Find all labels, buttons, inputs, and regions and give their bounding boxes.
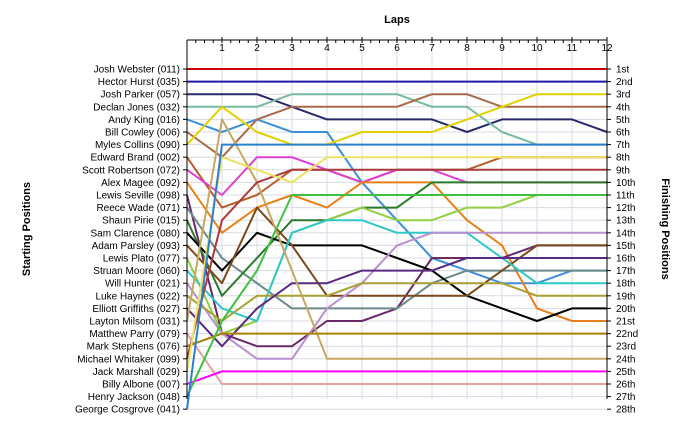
finishing-label: 17th <box>616 266 635 277</box>
series-line-26 <box>186 370 607 385</box>
starting-label: Reece Wade (071) <box>96 203 180 214</box>
starting-label: Myles Collins (090) <box>95 140 180 151</box>
x-tick-label: 11 <box>567 43 578 54</box>
series-line-18 <box>186 231 607 360</box>
starting-label: Declan Jones (032) <box>93 102 180 113</box>
starting-label: Layton Milsom (031) <box>89 317 180 328</box>
starting-label: Adam Parsley (093) <box>92 241 180 252</box>
starting-label: Michael Whitaker (099) <box>77 354 180 365</box>
finishing-label: 6th <box>616 128 630 139</box>
series-line-23 <box>186 332 607 348</box>
series-line-28 <box>186 143 607 410</box>
finishing-label: 9th <box>616 165 630 176</box>
starting-label: Scott Robertson (072) <box>82 165 180 176</box>
finishing-label: 27th <box>616 392 635 403</box>
series-line-22 <box>186 333 607 385</box>
series-line-20 <box>186 257 607 348</box>
x-tick-label: 5 <box>359 43 365 54</box>
finishing-label: 18th <box>616 279 635 290</box>
series-line-17 <box>186 219 607 322</box>
finishing-label: 22nd <box>616 329 638 340</box>
finishing-label: 26th <box>616 380 635 391</box>
finishing-label: 12th <box>616 203 635 214</box>
starting-label: Alex Magee (092) <box>101 178 180 189</box>
finishing-label: 1st <box>616 65 630 76</box>
starting-label: Andy King (016) <box>108 115 180 126</box>
y-axis-title-left: Starting Positions <box>21 182 33 276</box>
series-line-19 <box>186 282 607 322</box>
starting-label: George Cosgrove (041) <box>75 405 180 416</box>
starting-label: Struan Moore (060) <box>93 266 180 277</box>
x-axis-title: Laps <box>384 14 410 26</box>
finishing-label: 10th <box>616 178 635 189</box>
x-tick-label: 7 <box>429 43 435 54</box>
series-group <box>186 68 608 410</box>
finishing-label: 23rd <box>616 342 636 353</box>
series-line-14 <box>186 231 607 322</box>
finishing-label: 19th <box>616 291 635 302</box>
finishing-label: 8th <box>616 153 630 164</box>
y-axis-title-right: Finishing Positions <box>659 178 671 279</box>
series-line-24 <box>186 168 607 360</box>
starting-label: Billy Albone (007) <box>102 380 180 391</box>
starting-label: Jack Marshall (029) <box>93 367 180 378</box>
starting-label: Lewis Seville (098) <box>96 191 180 202</box>
series-line-27 <box>186 194 607 398</box>
x-tick-label: 9 <box>499 43 505 54</box>
starting-label: Matthew Parry (079) <box>89 329 180 340</box>
finishing-label: 4th <box>616 102 630 113</box>
starting-label: Elliott Griffiths (027) <box>92 304 180 315</box>
starting-label: Luke Haynes (022) <box>96 291 181 302</box>
x-tick-label: 2 <box>254 43 260 54</box>
finishing-label: 20th <box>616 304 635 315</box>
series-line-13 <box>186 181 607 297</box>
starting-label: Sam Clarence (080) <box>91 228 180 239</box>
starting-label: Edward Brand (002) <box>91 153 181 164</box>
x-tick-label: 8 <box>464 43 470 54</box>
finishing-label: 25th <box>616 367 635 378</box>
finishing-label: 7th <box>616 140 630 151</box>
starting-label: Bill Cowley (006) <box>105 128 180 139</box>
finishing-label: 14th <box>616 228 635 239</box>
finishing-label: 28th <box>616 405 635 416</box>
starting-label: Shaun Pirie (015) <box>102 216 180 227</box>
finishing-label: 2nd <box>616 77 633 88</box>
starting-label: Josh Parker (057) <box>101 90 180 101</box>
series-line-6 <box>186 93 607 159</box>
x-tick-label: 1 <box>219 43 225 54</box>
series-line-25 <box>186 156 607 372</box>
series-line-3 <box>187 93 608 133</box>
finishing-label: 5th <box>616 115 630 126</box>
series-line-12 <box>186 207 607 310</box>
x-tick-label: 4 <box>324 43 330 54</box>
x-tick-label: 3 <box>289 43 295 54</box>
series-line-15 <box>186 206 607 297</box>
starting-label: Hector Hurst (035) <box>98 77 180 88</box>
x-tick-label: 10 <box>531 43 543 54</box>
finishing-label: 15th <box>616 241 635 252</box>
finishing-label: 21st <box>616 317 635 328</box>
x-tick-label: 12 <box>601 43 613 54</box>
starting-label: Josh Webster (011) <box>94 65 180 76</box>
finishing-label: 24th <box>616 354 635 365</box>
starting-label: Mark Stephens (076) <box>87 342 180 353</box>
x-tick-label: 6 <box>394 43 400 54</box>
finishing-label: 16th <box>616 254 635 265</box>
finishing-label: 11th <box>616 191 635 202</box>
starting-label: Will Hunter (021) <box>105 279 180 290</box>
starting-label: Lewis Plato (077) <box>103 254 180 265</box>
finishing-label: 13th <box>616 216 635 227</box>
series-line-7 <box>186 93 607 146</box>
starting-label: Henry Jackson (048) <box>88 392 180 403</box>
finishing-label: 3rd <box>616 90 630 101</box>
